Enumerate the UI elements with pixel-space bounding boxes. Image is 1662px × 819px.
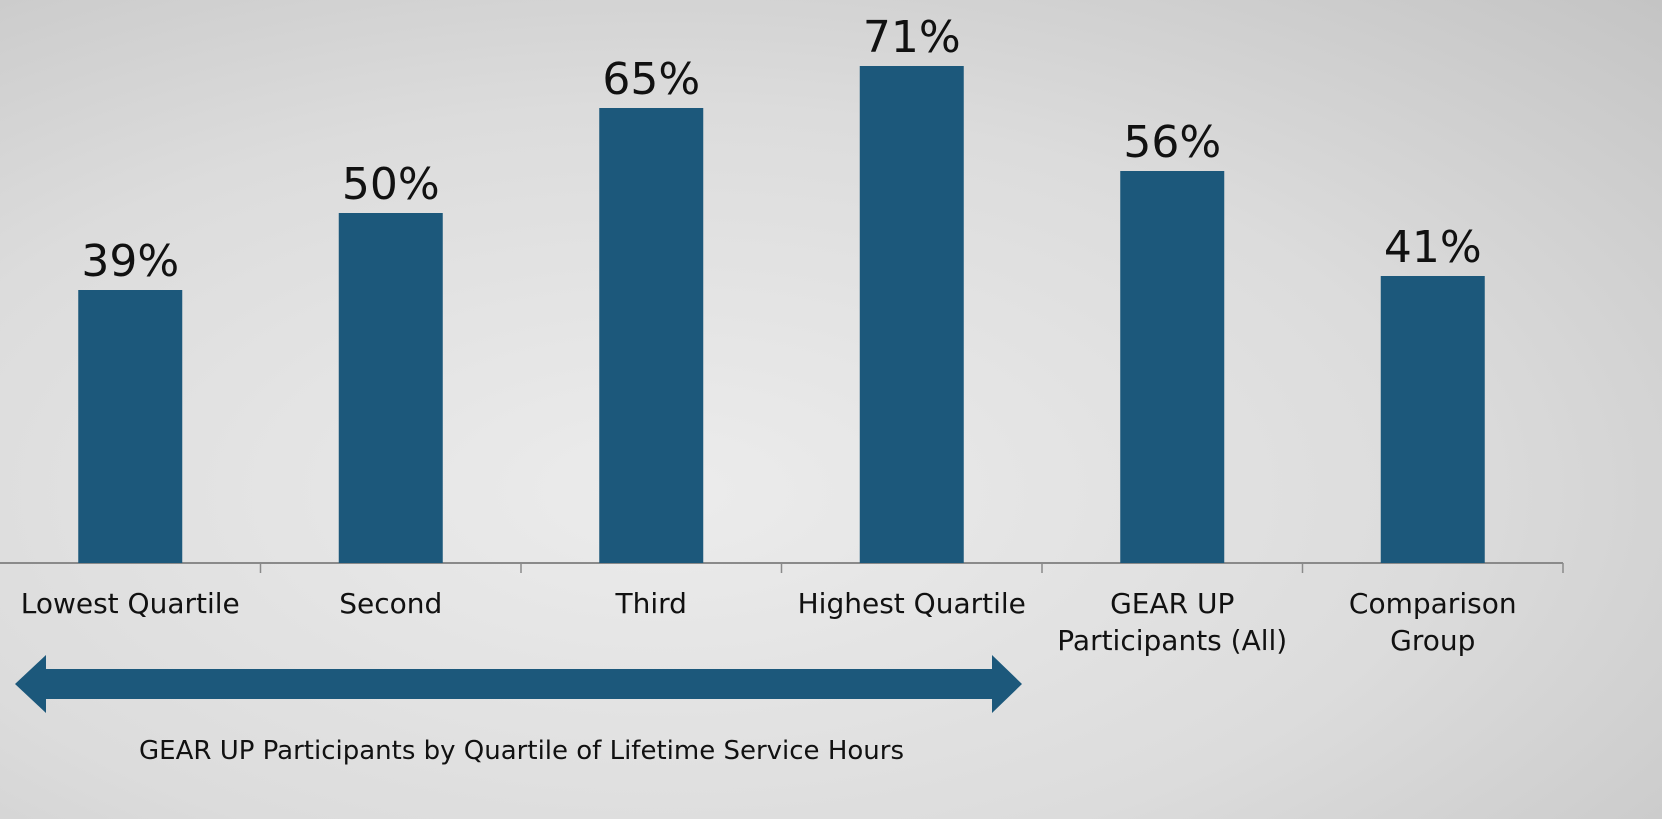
bar <box>1380 276 1485 563</box>
x-tick-label: Comparison Group <box>1348 587 1517 657</box>
value-label: 50% <box>342 159 440 210</box>
x-tick-label: Third <box>615 587 687 620</box>
bar <box>1120 171 1225 563</box>
range-arrow <box>15 655 1022 713</box>
bar <box>78 290 183 563</box>
annotation: GEAR UP Participants by Quartile of Life… <box>139 736 904 766</box>
value-label: 41% <box>1384 222 1482 273</box>
x-tick-label: Highest Quartile <box>797 587 1026 620</box>
bar <box>338 213 443 563</box>
x-tick-label: Lowest Quartile <box>20 587 240 620</box>
value-label: 56% <box>1123 117 1221 168</box>
value-label: 39% <box>81 236 179 287</box>
bar <box>859 66 964 563</box>
value-label: 71% <box>863 12 961 63</box>
bar <box>599 108 704 563</box>
x-tick-label: GEAR UP Participants (All) <box>1057 587 1288 657</box>
value-label: 65% <box>602 54 700 105</box>
x-tick-label: Second <box>339 587 443 620</box>
